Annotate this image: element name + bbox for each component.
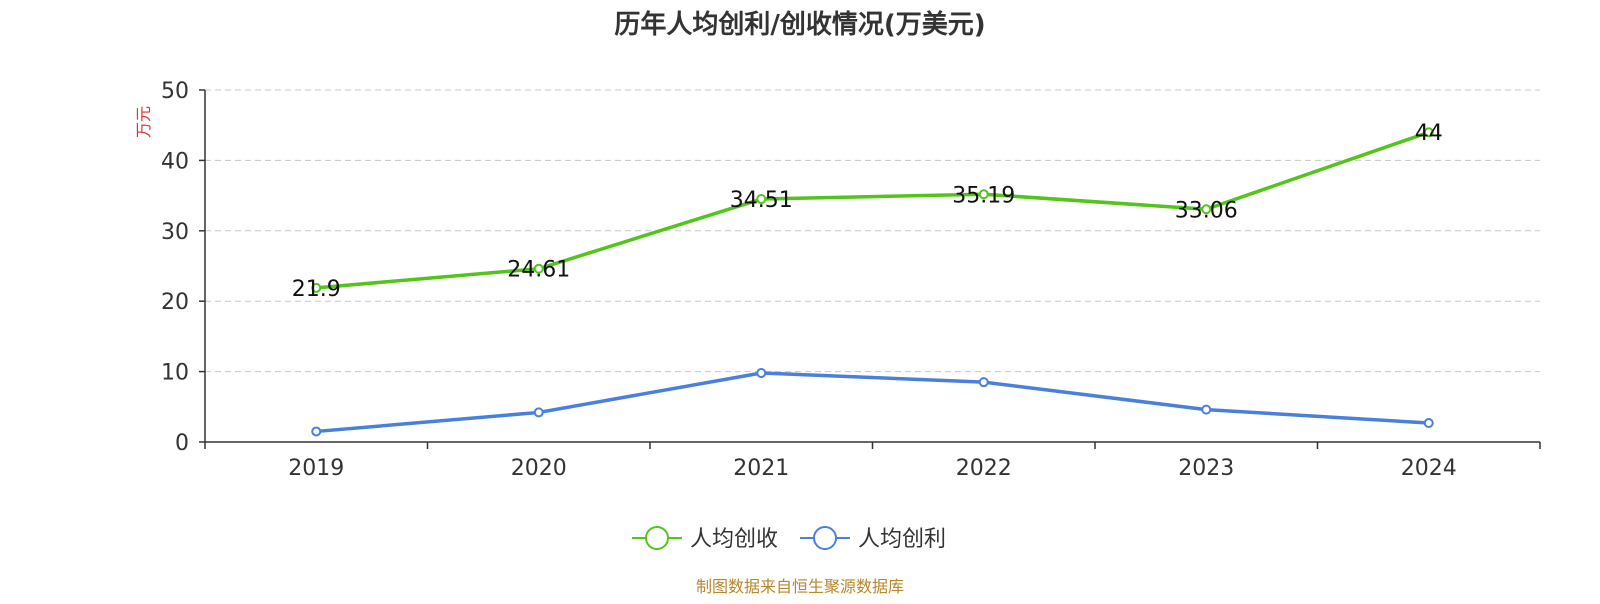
data-point[interactable] (756, 194, 767, 205)
series-1 (311, 127, 1434, 293)
legend-circle-icon (813, 526, 837, 550)
legend-item-1[interactable]: 人均创收 (632, 526, 778, 552)
legend-item-2[interactable]: 人均创利 (800, 526, 946, 552)
data-point[interactable] (1423, 417, 1434, 428)
data-point[interactable] (1201, 404, 1212, 415)
data-label: 21.9 (292, 277, 341, 302)
grid-lines (205, 89, 1540, 373)
data-point[interactable] (978, 189, 989, 200)
data-labels: 21.9 24.61 34.51 35.19 33.06 44 (292, 121, 1443, 302)
data-point[interactable] (978, 377, 989, 388)
y-tick-label: 20 (161, 290, 189, 315)
chart-title: 历年人均创利/创收情况(万美元) (614, 9, 985, 40)
data-label: 24.61 (507, 258, 570, 283)
data-point[interactable] (533, 263, 544, 274)
series-group (311, 127, 1434, 437)
legend-label: 人均创利 (858, 527, 946, 552)
legend-label: 人均创收 (690, 527, 778, 552)
legend[interactable]: 人均创收 人均创利 (632, 526, 946, 552)
data-label: 44 (1415, 121, 1443, 146)
y-tick-label: 40 (161, 149, 189, 174)
data-point[interactable] (1201, 204, 1212, 215)
series-line (316, 371, 1429, 434)
data-label: 35.19 (952, 183, 1015, 208)
source-note: 制图数据来自恒生聚源数据库 (696, 577, 904, 596)
y-axis-label: 万元 (134, 106, 153, 138)
data-label: 34.51 (730, 188, 793, 213)
x-tick-label: 2023 (1178, 456, 1234, 481)
x-tick-label: 2020 (511, 456, 567, 481)
y-tick-label: 10 (161, 361, 189, 386)
data-point[interactable] (311, 426, 322, 437)
data-point[interactable] (756, 368, 767, 379)
x-tick-label: 2022 (956, 456, 1012, 481)
x-tick-label: 2019 (288, 456, 344, 481)
data-point[interactable] (311, 282, 322, 293)
x-tick-label: 2024 (1401, 456, 1457, 481)
y-tick-label: 0 (175, 431, 189, 456)
data-point[interactable] (533, 407, 544, 418)
data-point[interactable] (1423, 127, 1434, 138)
series-2 (311, 368, 1434, 437)
legend-circle-icon (645, 526, 669, 550)
y-tick-label: 30 (161, 220, 189, 245)
x-tick-label: 2021 (733, 456, 789, 481)
axes: 0 10 20 30 40 50 2019 2020 2021 2022 2023 2024 (161, 79, 1541, 481)
series-line (316, 130, 1430, 290)
data-label: 33.06 (1175, 198, 1238, 223)
y-tick-label: 50 (161, 79, 189, 104)
